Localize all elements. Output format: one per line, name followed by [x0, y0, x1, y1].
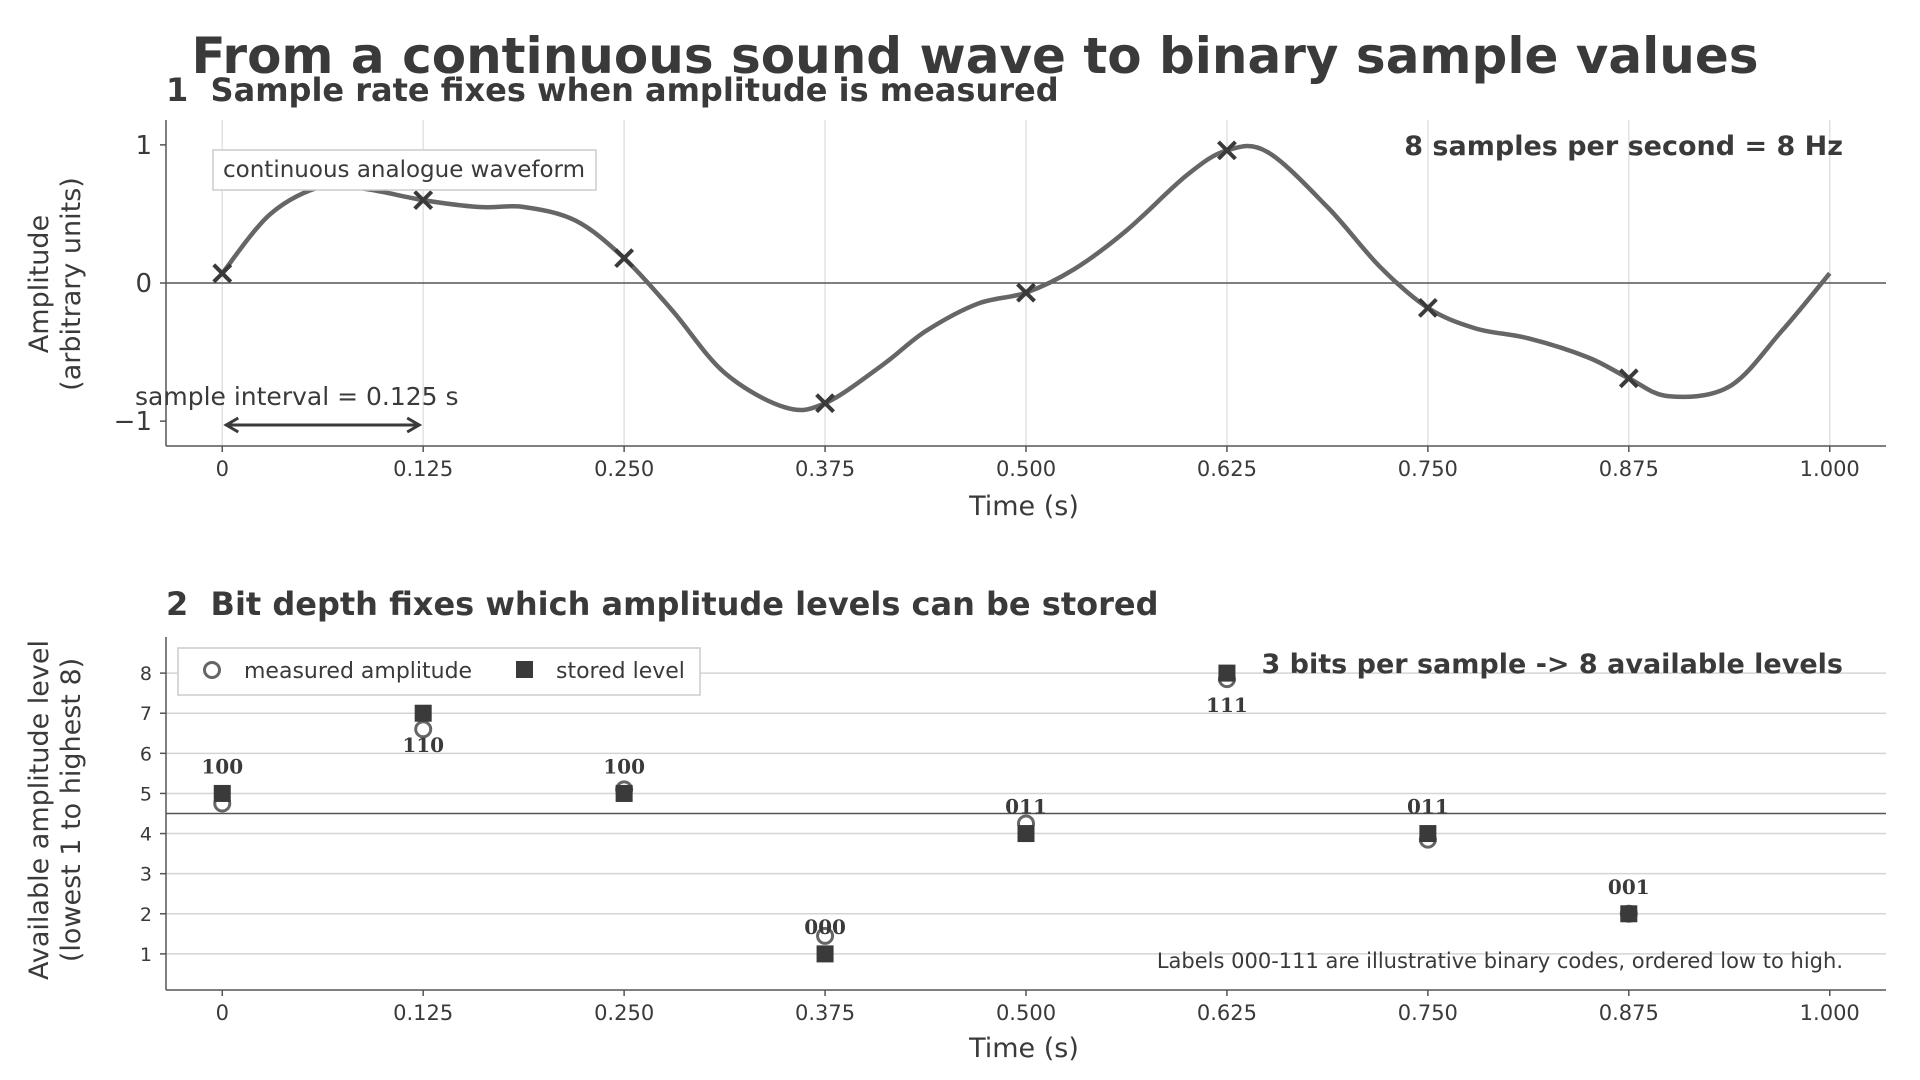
axis-label-line: Amplitude	[24, 215, 55, 353]
legend-stored-label: stored level	[556, 659, 685, 684]
y-tick-label: 5	[140, 783, 152, 805]
y-tick-label: 6	[140, 743, 152, 765]
stored-point	[1017, 825, 1035, 843]
x-tick-label: 0.625	[1197, 1001, 1257, 1025]
sample-marker-stroke	[1618, 368, 1639, 389]
measured-point	[816, 926, 835, 945]
y-tick-label: 1	[140, 944, 152, 966]
panel1-xlabel: Time (s)	[968, 491, 1079, 522]
stored-point	[615, 784, 633, 802]
interval-arrow-head-left	[223, 416, 240, 434]
y-tick-label: 8	[140, 663, 152, 685]
x-tick-label: 0.375	[795, 1001, 855, 1025]
stored-point	[213, 784, 231, 802]
sample-marker-stroke	[212, 263, 233, 284]
sample-marker	[413, 190, 434, 211]
binary-code-label: 100	[603, 754, 645, 778]
x-tick-label: 0.875	[1599, 457, 1659, 481]
sample-marker	[1016, 282, 1036, 303]
binary-code-label: 000	[804, 915, 846, 939]
sample-marker	[815, 393, 835, 414]
stored-point	[414, 704, 432, 722]
waveform-label-box: continuous analogue waveform	[212, 149, 597, 191]
sample-marker	[1618, 368, 1639, 389]
stored-point	[1620, 905, 1638, 923]
sample-rate-label: 8 samples per second = 8 Hz	[1404, 131, 1843, 162]
y-tick-label: 1	[135, 131, 152, 161]
x-tick-label: 0.125	[393, 1001, 453, 1025]
y-tick-label: −1	[114, 407, 152, 437]
sample-interval-arrow	[223, 416, 423, 434]
x-tick-label: 1.000	[1800, 1001, 1860, 1025]
legend-stored-marker	[516, 661, 533, 678]
y-tick-label: 3	[140, 864, 152, 886]
measured-point	[414, 720, 433, 739]
sample-interval-label: sample interval = 0.125 s	[135, 382, 459, 411]
stored-point	[816, 945, 834, 963]
sample-marker	[1217, 140, 1237, 161]
x-tick-label: 0.500	[996, 457, 1056, 481]
figure-title: From a continuous sound wave to binary s…	[191, 27, 1758, 85]
panel2-title: 2 Bit depth fixes which amplitude levels…	[166, 585, 1158, 623]
waveform-label: continuous analogue waveform	[223, 157, 585, 183]
sample-marker-stroke	[614, 248, 635, 269]
bit-depth-label: 3 bits per sample -> 8 available levels	[1261, 649, 1843, 680]
binary-code-label: 100	[201, 754, 243, 778]
x-tick-label: 0.750	[1398, 1001, 1458, 1025]
x-tick-label: 0.500	[996, 1001, 1056, 1025]
x-tick-label: 0.375	[795, 457, 855, 481]
panel1-ylabel: Amplitude(arbitrary units)	[24, 177, 87, 391]
x-tick-label: 0.250	[594, 457, 654, 481]
panel-quantisation: 2 Bit depth fixes which amplitude levels…	[24, 585, 1886, 1064]
x-tick-label: 0.750	[1398, 457, 1458, 481]
binary-code-label: 011	[1005, 795, 1047, 819]
legend: measured amplitude stored level	[177, 647, 701, 696]
x-tick-label: 0	[216, 457, 229, 481]
axis-label-line: (arbitrary units)	[56, 177, 87, 391]
axis-label-line: Available amplitude level	[24, 640, 55, 980]
footnote: Labels 000-111 are illustrative binary c…	[1157, 949, 1843, 973]
sample-marker-stroke	[1217, 140, 1237, 161]
y-tick-label: 2	[140, 904, 152, 926]
sample-marker-stroke	[815, 393, 835, 414]
sample-marker-stroke	[1417, 297, 1438, 318]
legend-measured-label: measured amplitude	[244, 659, 472, 684]
axis-label-line: (lowest 1 to highest 8)	[56, 658, 87, 962]
panel-sampling: 1 Sample rate fixes when amplitude is me…	[24, 71, 1886, 522]
binary-code-label: 001	[1608, 875, 1650, 899]
x-tick-label: 0	[216, 1001, 229, 1025]
sample-marker	[614, 248, 635, 269]
sample-marker	[1417, 297, 1438, 318]
binary-code-label: 111	[1206, 693, 1248, 717]
sample-marker	[212, 263, 233, 284]
sample-marker-stroke	[413, 190, 434, 211]
x-tick-label: 0.125	[393, 457, 453, 481]
x-tick-label: 1.000	[1800, 457, 1860, 481]
interval-arrow-head-right	[406, 416, 423, 434]
y-tick-label: 0	[135, 269, 152, 299]
legend-measured-marker	[203, 661, 221, 679]
x-tick-label: 0.875	[1599, 1001, 1659, 1025]
x-tick-label: 0.250	[594, 1001, 654, 1025]
sample-marker-stroke	[1016, 282, 1036, 303]
y-tick-label: 7	[140, 703, 152, 725]
y-tick-label: 4	[140, 824, 152, 846]
binary-code-label: 110	[402, 733, 444, 757]
stored-point	[1419, 825, 1437, 843]
binary-code-label: 011	[1407, 795, 1449, 819]
panel1-title: 1 Sample rate fixes when amplitude is me…	[166, 71, 1059, 109]
panel2-xlabel: Time (s)	[968, 1033, 1079, 1064]
x-tick-label: 0.625	[1197, 457, 1257, 481]
panel2-ylabel: Available amplitude level(lowest 1 to hi…	[24, 640, 87, 980]
stored-point	[1218, 664, 1236, 682]
